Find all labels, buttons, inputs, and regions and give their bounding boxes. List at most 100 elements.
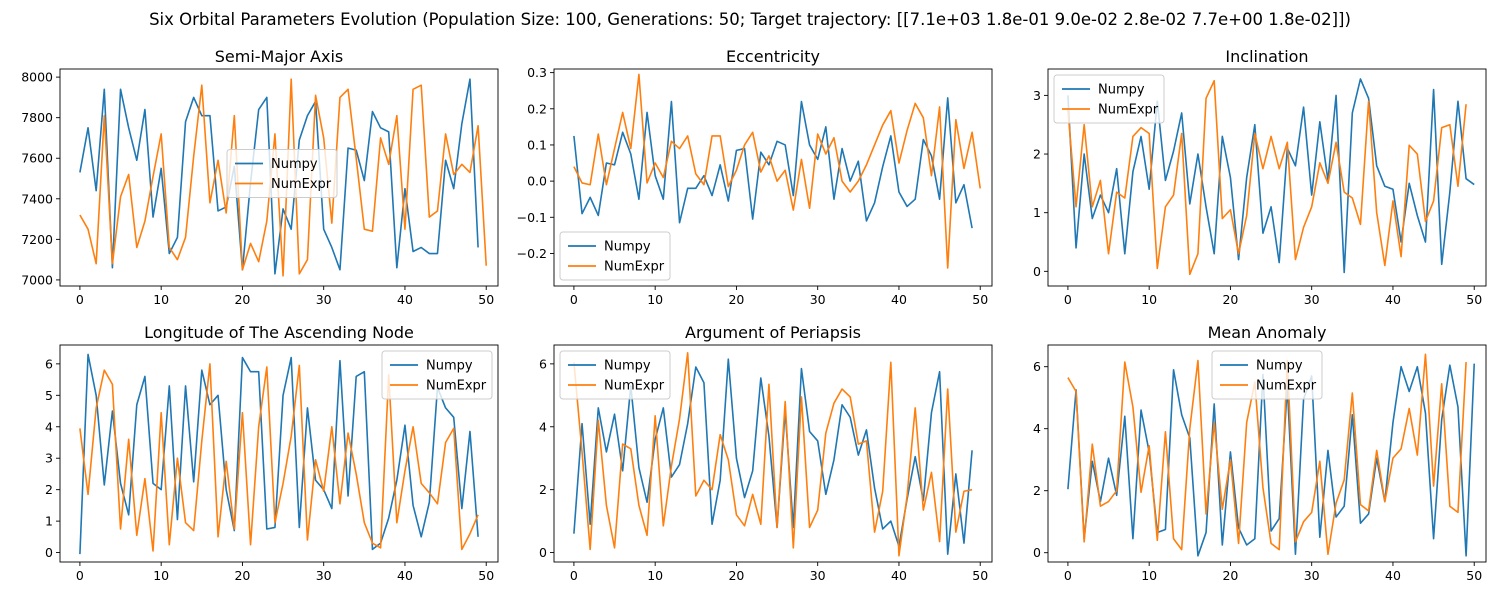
y-tick-label: 0.1 [527,137,547,152]
series-line-numpy [79,78,479,275]
subplot-title: Argument of Periapsis [685,323,861,342]
x-tick-label: 0 [1064,292,1072,307]
legend-label: Numpy [604,240,651,255]
legend: Numpy NumExpr [559,350,671,400]
x-tick-label: 40 [1385,292,1401,307]
series-line-numpy [79,353,479,555]
legend-box [1211,350,1323,400]
subplot-1: Semi-Major Axis 0 10 20 30 40 50 7000 7200 7400 76… [21,47,499,307]
x-tick-label: 10 [153,568,169,583]
y-tick-label: 6 [539,356,547,371]
legend-label: NumExpr [426,379,487,394]
x-tick-label: 10 [647,292,663,307]
legend: Numpy NumExpr [226,149,338,198]
series-line-numexpr [573,352,973,557]
y-tick-label: 7800 [21,110,53,125]
x-tick-label: 40 [891,568,907,583]
x-tick-label: 50 [972,292,988,307]
y-tick-label: 6 [45,356,53,371]
x-tick-label: 10 [1141,568,1157,583]
x-tick-label: 10 [1141,292,1157,307]
series-line-numexpr [79,363,479,552]
y-tick-label: 0 [1033,264,1041,279]
y-tick-label: 0 [1033,545,1041,560]
series-line-numexpr [1067,79,1467,276]
x-tick-label: 0 [76,292,84,307]
legend-label: Numpy [1256,359,1303,374]
legend-label: Numpy [604,359,651,374]
x-tick-label: 20 [234,292,250,307]
x-tick-label: 50 [1466,292,1482,307]
x-tick-label: 0 [76,568,84,583]
legend: Numpy NumExpr [381,350,493,400]
y-tick-label: −0.1 [517,210,547,225]
legend-box [226,149,338,198]
legend: Numpy NumExpr [1211,350,1323,400]
y-tick-label: 2 [1033,147,1041,162]
y-tick-label: 1 [45,514,53,529]
x-tick-label: 50 [478,568,494,583]
y-tick-label: 0 [45,545,53,560]
x-tick-label: 30 [810,292,826,307]
plot-frame [1047,68,1487,287]
y-tick-label: 0.2 [527,101,547,116]
legend: Numpy NumExpr [1053,74,1165,124]
x-tick-label: 30 [810,568,826,583]
subplot-5: Argument of Periapsis 0 10 20 30 40 50 0 2 4 6 Nump… [539,323,993,583]
y-tick-label: 3 [45,451,53,466]
x-tick-label: 20 [728,292,744,307]
x-tick-label: 10 [647,568,663,583]
y-tick-label: 2 [539,482,547,497]
legend-label: NumExpr [1098,103,1159,118]
series-line-numexpr [79,78,488,277]
y-tick-label: 1 [1033,205,1041,220]
y-tick-label: 2 [1033,483,1041,498]
y-tick-label: 6 [1033,359,1041,374]
y-tick-label: 7600 [21,151,53,166]
x-tick-label: 0 [1064,568,1072,583]
legend-label: NumExpr [604,260,665,275]
subplot-title: Eccentricity [726,47,820,66]
legend-box [381,350,493,400]
legend-box [559,350,671,400]
y-tick-label: 4 [1033,421,1041,436]
x-tick-label: 50 [972,568,988,583]
subplot-2: Eccentricity 0 10 20 30 40 50 −0.2 −0.1 0.0 0.1 0.2… [517,47,993,307]
y-tick-label: −0.2 [517,246,547,261]
legend-label: NumExpr [604,379,665,394]
y-tick-label: 0.0 [527,174,547,189]
series-line-numpy [1067,363,1476,557]
legend-label: Numpy [1098,83,1145,98]
x-tick-label: 50 [478,292,494,307]
legend-box [1053,74,1165,124]
plot-frame [1047,344,1487,563]
plot-frame [59,344,499,563]
y-tick-label: 7200 [21,232,53,247]
y-tick-label: 3 [1033,88,1041,103]
y-tick-label: 7400 [21,191,53,206]
legend-box [559,231,671,281]
y-tick-label: 8000 [21,70,53,85]
subplot-title: Longitude of The Ascending Node [144,323,414,342]
x-tick-label: 50 [1466,568,1482,583]
x-tick-label: 20 [234,568,250,583]
legend-label: NumExpr [271,177,332,192]
legend-label: Numpy [271,157,318,172]
x-tick-label: 0 [570,568,578,583]
x-tick-label: 40 [397,568,413,583]
series-line-numexpr [573,73,982,269]
series-line-numpy [1067,78,1475,274]
y-tick-label: 0.3 [527,65,547,80]
y-tick-label: 2 [45,482,53,497]
subplot-title: Semi-Major Axis [215,47,344,66]
x-tick-label: 10 [153,292,169,307]
plot-frame [553,344,993,563]
x-tick-label: 40 [1385,568,1401,583]
legend-label: NumExpr [1256,379,1317,394]
y-tick-label: 4 [539,419,547,434]
x-tick-label: 0 [570,292,578,307]
y-tick-label: 5 [45,388,53,403]
